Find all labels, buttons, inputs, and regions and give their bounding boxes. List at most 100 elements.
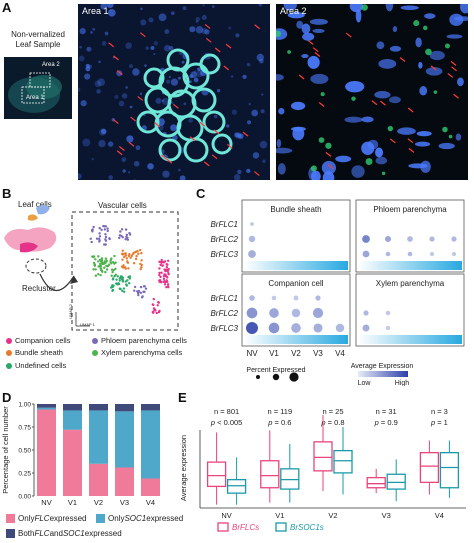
tissue-speck — [150, 46, 155, 50]
cell-signal — [378, 58, 397, 69]
tissue-speck — [97, 78, 106, 87]
condition-label: NV — [246, 349, 258, 358]
inset-area2-label: Area 2 — [42, 62, 60, 68]
cell-signal — [415, 37, 422, 48]
tissue-speck — [183, 102, 187, 106]
tissue-speck — [178, 168, 181, 172]
chloroplast — [276, 30, 281, 37]
cell-signal — [419, 86, 428, 96]
umap-point — [103, 260, 106, 263]
chloroplast — [445, 43, 450, 49]
marker-arrow — [108, 42, 115, 48]
n-annotation: n = 3 — [431, 407, 448, 416]
tissue-speck — [125, 42, 132, 49]
p-annotation: p = 1 — [430, 418, 448, 427]
cell-signal — [455, 133, 462, 141]
tissue-speck — [178, 76, 181, 80]
umap-point — [104, 233, 107, 236]
marker-arrow — [226, 143, 233, 149]
umap-point — [108, 237, 111, 241]
tissue-speck — [189, 80, 192, 83]
marker-arrow — [450, 60, 457, 66]
dot-point — [362, 324, 370, 332]
x-tick-label: NV — [41, 498, 51, 507]
legend-only-flc: Only FLC expressed — [6, 514, 87, 523]
tissue-speck — [85, 66, 91, 72]
umap-point — [104, 257, 108, 260]
tissue-speck — [170, 78, 179, 86]
umap-point — [163, 260, 167, 263]
umap-point — [118, 279, 121, 282]
panel-d-label: D — [2, 390, 12, 405]
tissue-speck — [145, 46, 149, 50]
umap-point — [165, 265, 169, 269]
umap-point — [163, 268, 166, 271]
chloroplast — [422, 25, 428, 31]
cell-signal — [418, 61, 423, 69]
tissue-speck — [252, 152, 260, 159]
umap-point — [98, 235, 102, 238]
chloroplast — [310, 165, 317, 172]
dot-point — [362, 250, 370, 258]
umap-point — [160, 281, 163, 284]
umap-point — [129, 256, 132, 259]
umap-point — [121, 258, 124, 261]
tissue-speck — [202, 4, 205, 7]
bar-segment — [37, 407, 56, 410]
umap-point — [127, 254, 131, 258]
umap-point — [125, 257, 129, 260]
umap-point — [121, 289, 124, 292]
umap-point — [166, 285, 170, 288]
box — [206, 461, 227, 488]
umap-point — [121, 236, 124, 239]
legend-undefined-swatch — [6, 362, 12, 369]
vessel-ring — [202, 110, 226, 134]
legend-companion-swatch — [6, 337, 12, 344]
tissue-speck — [259, 140, 268, 149]
umap-point — [104, 243, 107, 246]
legend-xylem: Xylem parenchyma cells — [92, 348, 182, 357]
marker-arrow — [312, 47, 319, 53]
tissue-speck — [213, 114, 218, 119]
tissue-speck — [98, 139, 106, 148]
umap-point — [126, 238, 130, 241]
marker-arrow — [130, 116, 136, 122]
cell-signal — [290, 101, 306, 111]
umap-point — [125, 283, 128, 286]
umap-point — [114, 267, 117, 271]
umap-point — [160, 271, 163, 274]
bar-segment — [63, 404, 82, 411]
gene-label: BrFLC2 — [210, 235, 238, 244]
tissue-speck — [104, 31, 109, 36]
facet-color-bar — [358, 261, 462, 270]
area2-title: Area 2 — [280, 6, 307, 16]
umap-point — [156, 304, 159, 307]
marker-arrow — [318, 102, 325, 107]
cell-signal — [424, 13, 436, 19]
condition-label: V1 — [269, 349, 279, 358]
tissue-speck — [181, 60, 185, 64]
umap-point — [126, 279, 129, 282]
facet-frame — [355, 273, 465, 347]
tissue-speck — [79, 28, 86, 35]
umap-point — [121, 276, 125, 279]
marker-arrow — [325, 151, 332, 157]
cell-signal — [389, 45, 402, 52]
cell-signal — [292, 126, 305, 141]
y-tick-label: 0.25 — [18, 471, 31, 478]
cell-signal — [276, 74, 284, 81]
marker-arrow — [371, 100, 378, 106]
tissue-speck — [125, 86, 128, 89]
marker-arrow — [173, 103, 179, 109]
vessel-ring — [136, 110, 160, 134]
marker-arrow — [139, 32, 146, 38]
recluster-label: Recluster — [22, 284, 56, 293]
color-legend-title: Average Expression — [351, 363, 414, 370]
tissue-speck — [197, 67, 201, 72]
size-legend-title: Percent Expressed — [246, 367, 305, 374]
umap-point — [100, 269, 104, 272]
marker-arrow — [214, 47, 221, 53]
umap-point — [136, 250, 139, 253]
cell-signal — [301, 53, 309, 59]
umap-point — [123, 255, 126, 259]
